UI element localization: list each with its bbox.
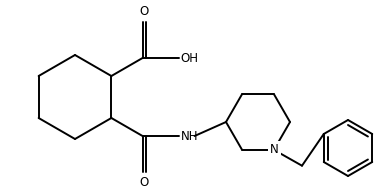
Text: N: N — [269, 143, 278, 156]
Text: OH: OH — [181, 52, 199, 65]
Text: O: O — [139, 176, 149, 189]
Text: O: O — [139, 5, 149, 18]
Text: NH: NH — [181, 130, 198, 142]
